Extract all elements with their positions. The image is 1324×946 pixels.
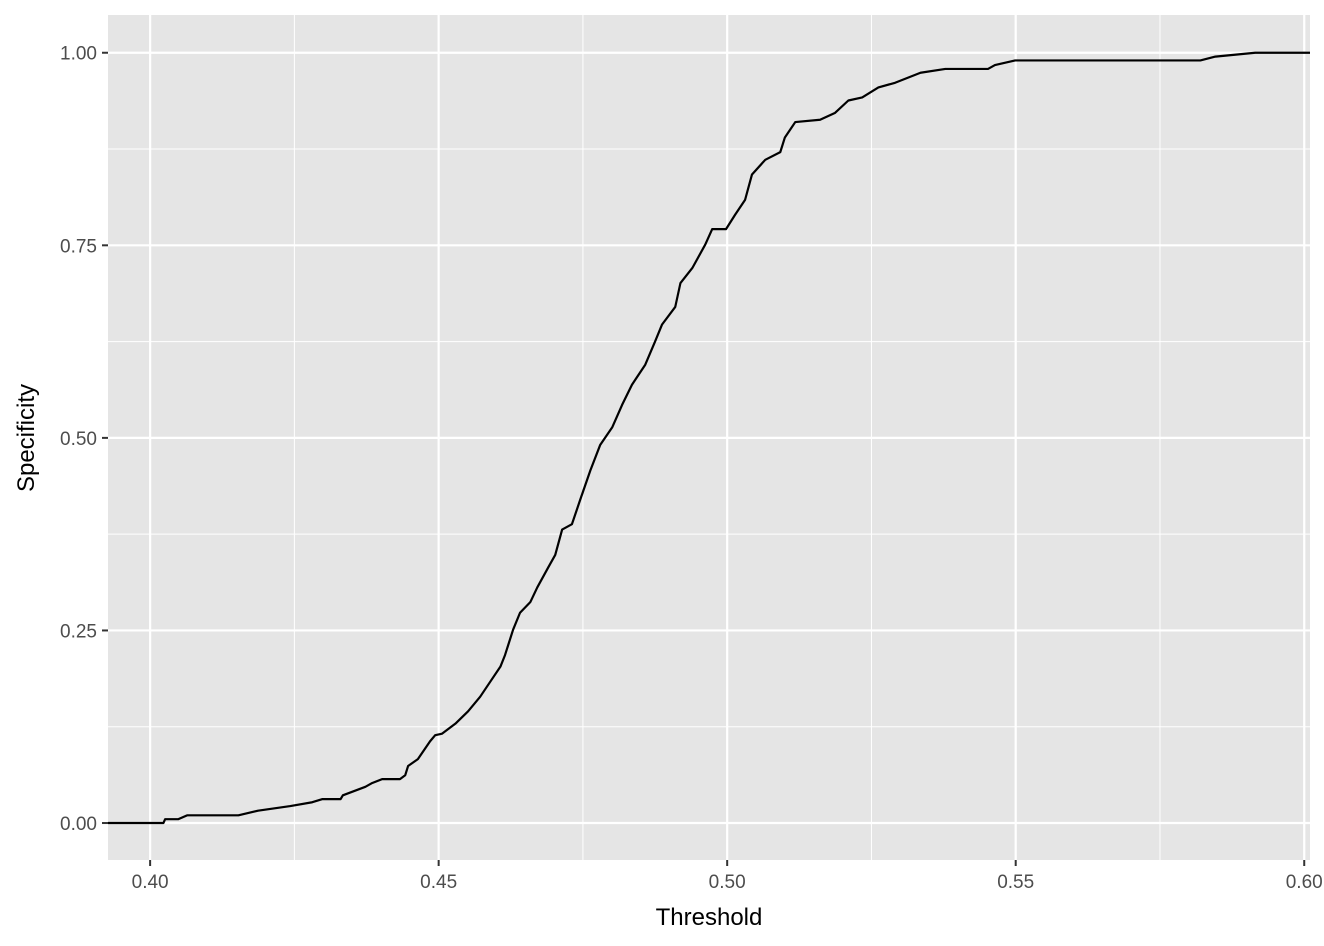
y-tick-label: 0.25 <box>60 621 97 642</box>
line <box>108 51 1310 825</box>
x-tick-label: 0.60 <box>1286 872 1323 893</box>
x-tick-label: 0.45 <box>420 872 457 893</box>
axes: 0.40 0.45 0.50 0.55 0.60 0.00 0.25 0.50 0.75 1.00 <box>60 44 1323 893</box>
grid <box>108 15 1310 860</box>
y-tick-label: 0.00 <box>60 814 97 835</box>
y-tick-label: 1.00 <box>60 44 97 65</box>
y-tick-label: 0.75 <box>60 236 97 257</box>
x-tick-label: 0.55 <box>997 872 1034 893</box>
y-axis-title: Specificity <box>13 384 40 492</box>
x-axis-title: Threshold <box>656 904 763 931</box>
x-tick-label: 0.40 <box>132 872 169 893</box>
x-tick-label: 0.50 <box>709 872 746 893</box>
marks <box>108 51 1310 825</box>
y-tick-label: 0.50 <box>60 429 97 450</box>
